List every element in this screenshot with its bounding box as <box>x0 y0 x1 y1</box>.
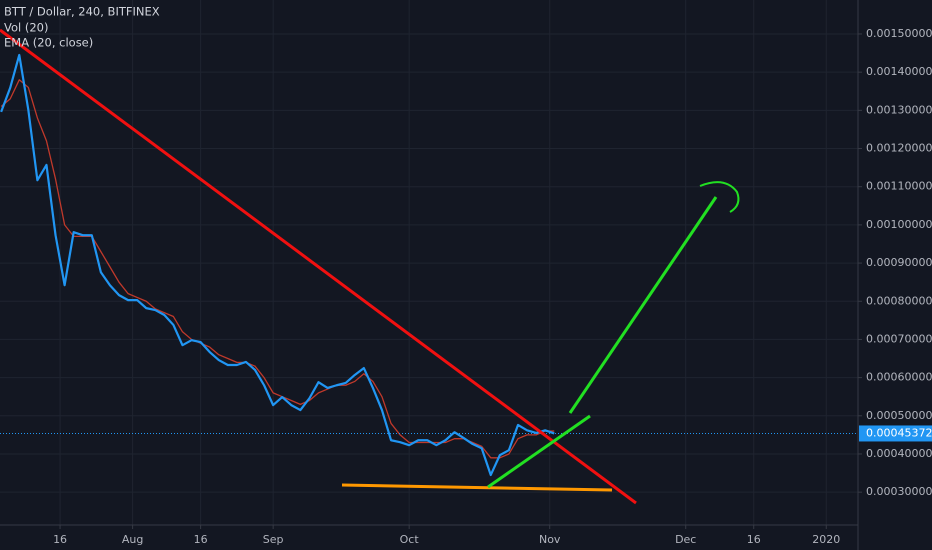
y-tick-label: 0.00070000 <box>866 332 932 345</box>
trend-line <box>0 28 637 505</box>
last-price-badge <box>859 425 932 442</box>
volume-label: Vol (20) <box>4 21 48 35</box>
projection-arc <box>699 181 740 213</box>
y-tick-label: 0.00090000 <box>866 256 932 269</box>
price-line <box>0 53 555 477</box>
x-tick-label: Dec <box>675 533 696 546</box>
x-tick-label: Sep <box>263 533 284 546</box>
plot-area <box>0 53 858 477</box>
y-tick-label: 0.00110000 <box>866 180 932 193</box>
x-tick-label: 16 <box>194 533 208 546</box>
y-tick-label: 0.00100000 <box>866 218 932 231</box>
y-tick-label: 0.00140000 <box>866 65 932 78</box>
x-tick-label: Oct <box>400 533 420 546</box>
x-tick-label: Nov <box>539 533 561 546</box>
drawings <box>0 28 740 505</box>
legend-entry: EMA (20, close) <box>4 36 93 50</box>
y-tick-label: 0.00150000 <box>866 27 932 40</box>
y-tick-label: 0.00050000 <box>866 409 932 422</box>
x-tick-label: 2020 <box>812 533 840 546</box>
axes: 0.00030000 0.00040000 0.00050000 0.00060000… <box>53 27 932 546</box>
y-tick-label: 0.00120000 <box>866 142 932 155</box>
rising-line <box>487 414 591 489</box>
support-line <box>341 483 613 492</box>
chart-title: BTT / Dollar, 240, BITFINEX <box>4 5 160 19</box>
projection-arrow <box>568 196 718 414</box>
y-tick-label: 0.00030000 <box>866 485 932 498</box>
x-tick-label: Aug <box>122 533 143 546</box>
y-tick-label: 0.00080000 <box>866 294 932 307</box>
x-tick-label: 16 <box>747 533 761 546</box>
y-tick-label: 0.00130000 <box>866 103 932 116</box>
last-price-label: 0.00045372 <box>866 426 932 439</box>
x-tick-label: 16 <box>53 533 67 546</box>
y-tick-label: 0.00040000 <box>866 447 932 460</box>
y-tick-label: 0.00060000 <box>866 371 932 384</box>
